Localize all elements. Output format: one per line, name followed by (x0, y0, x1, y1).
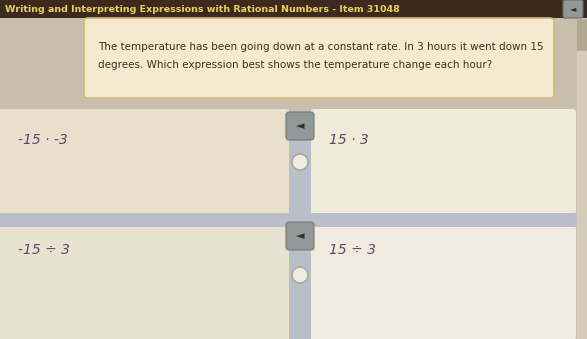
Circle shape (292, 154, 308, 170)
Text: ◄: ◄ (570, 4, 576, 14)
FancyBboxPatch shape (286, 112, 314, 140)
Text: -15 · -3: -15 · -3 (18, 133, 68, 147)
FancyBboxPatch shape (577, 18, 587, 339)
Circle shape (292, 267, 308, 283)
FancyBboxPatch shape (84, 18, 554, 98)
Text: degrees. Which expression best shows the temperature change each hour?: degrees. Which expression best shows the… (98, 60, 492, 70)
FancyBboxPatch shape (0, 109, 290, 214)
FancyBboxPatch shape (310, 226, 576, 339)
FancyBboxPatch shape (563, 0, 583, 18)
FancyBboxPatch shape (0, 226, 290, 339)
Text: -15 ÷ 3: -15 ÷ 3 (18, 243, 70, 257)
FancyBboxPatch shape (0, 213, 577, 227)
FancyBboxPatch shape (310, 109, 576, 214)
FancyBboxPatch shape (286, 222, 314, 250)
Text: The temperature has been going down at a constant rate. In 3 hours it went down : The temperature has been going down at a… (98, 42, 544, 52)
Text: 15 · 3: 15 · 3 (329, 133, 369, 147)
Text: Writing and Interpreting Expressions with Rational Numbers - Item 31048: Writing and Interpreting Expressions wit… (5, 4, 400, 14)
FancyBboxPatch shape (289, 110, 311, 339)
FancyBboxPatch shape (577, 19, 587, 51)
FancyBboxPatch shape (0, 110, 577, 339)
Text: 15 ÷ 3: 15 ÷ 3 (329, 243, 376, 257)
Text: ◄: ◄ (296, 231, 304, 241)
Text: ◄: ◄ (296, 121, 304, 131)
FancyBboxPatch shape (0, 0, 587, 18)
